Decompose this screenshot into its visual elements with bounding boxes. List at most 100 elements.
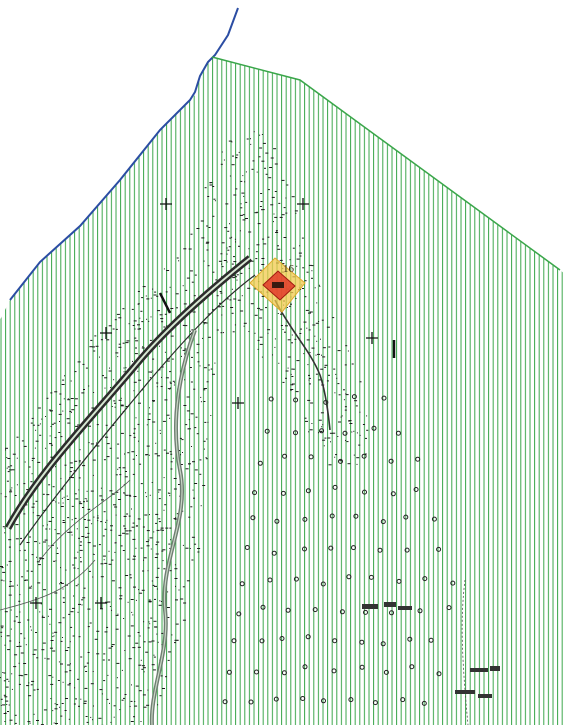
vegetation-dot-icon bbox=[187, 428, 189, 430]
vegetation-dot-icon bbox=[143, 641, 146, 643]
vegetation-dot-icon bbox=[169, 417, 171, 419]
vegetation-dot-icon bbox=[134, 555, 136, 557]
vegetation-dot-icon bbox=[163, 477, 165, 479]
vegetation-dot-icon bbox=[143, 559, 144, 561]
vegetation-dot-icon bbox=[188, 516, 191, 518]
vegetation-dot-icon bbox=[240, 203, 242, 205]
vegetation-dot-icon bbox=[112, 328, 115, 330]
vegetation-dot-icon bbox=[148, 454, 150, 456]
vegetation-dot-icon bbox=[23, 663, 27, 664]
vegetation-dot-icon bbox=[174, 642, 176, 644]
vegetation-dot-icon bbox=[335, 373, 337, 375]
vegetation-dot-icon bbox=[105, 436, 109, 438]
vegetation-dot-icon bbox=[149, 514, 150, 516]
vegetation-dot-icon bbox=[254, 212, 258, 214]
vegetation-dot-icon bbox=[210, 415, 212, 416]
vegetation-dot-icon bbox=[169, 495, 171, 497]
vegetation-dot-icon bbox=[186, 580, 190, 582]
vegetation-dot-icon bbox=[349, 423, 353, 424]
vegetation-dot-icon bbox=[73, 703, 76, 705]
circle-marker-icon bbox=[371, 425, 377, 431]
vegetation-dot-icon bbox=[243, 322, 247, 324]
vegetation-dot-icon bbox=[254, 332, 256, 334]
vegetation-dot-icon bbox=[353, 430, 355, 432]
vegetation-dot-icon bbox=[118, 499, 121, 500]
vegetation-dot-icon bbox=[83, 519, 86, 520]
vegetation-dot-icon bbox=[221, 242, 225, 244]
circle-marker-icon bbox=[351, 545, 356, 551]
vegetation-dot-icon bbox=[75, 498, 79, 500]
vegetation-dot-icon bbox=[203, 401, 206, 402]
vegetation-dot-icon bbox=[291, 334, 293, 336]
vegetation-dot-icon bbox=[23, 549, 26, 551]
vegetation-dot-icon bbox=[161, 376, 162, 378]
vegetation-dot-icon bbox=[180, 347, 182, 349]
vegetation-dot-icon bbox=[104, 631, 108, 633]
vegetation-dot-icon bbox=[85, 367, 88, 369]
vegetation-dot-icon bbox=[140, 310, 143, 312]
vegetation-dot-icon bbox=[241, 192, 245, 194]
vegetation-dot-icon bbox=[329, 432, 333, 434]
vegetation-dot-icon bbox=[125, 530, 129, 532]
vegetation-dot-icon bbox=[15, 616, 18, 618]
vegetation-dot-icon bbox=[322, 424, 324, 426]
vegetation-dot-icon bbox=[131, 526, 135, 528]
vegetation-dot-icon bbox=[324, 437, 327, 439]
vegetation-dot-icon bbox=[59, 706, 61, 708]
vegetation-dot-icon bbox=[345, 439, 346, 441]
vegetation-dot-icon bbox=[208, 369, 210, 371]
circle-marker-icon bbox=[329, 513, 335, 519]
vegetation-dot-icon bbox=[141, 321, 144, 323]
circle-marker-icon bbox=[396, 578, 402, 584]
vegetation-dot-icon bbox=[165, 676, 167, 678]
vegetation-dot-icon bbox=[281, 214, 285, 216]
vegetation-dot-icon bbox=[18, 683, 21, 685]
vegetation-dot-icon bbox=[274, 163, 278, 165]
vegetation-dot-icon bbox=[39, 423, 41, 425]
vegetation-dot-icon bbox=[238, 245, 240, 247]
vegetation-dot-icon bbox=[199, 459, 202, 461]
vegetation-dot-icon bbox=[348, 420, 352, 422]
vegetation-dot-icon bbox=[341, 415, 343, 417]
vegetation-dot-icon bbox=[81, 536, 85, 537]
vegetation-dot-icon bbox=[210, 368, 212, 370]
vegetation-dot-icon bbox=[145, 454, 149, 456]
vegetation-dot-icon bbox=[255, 258, 258, 260]
vegetation-dot-icon bbox=[236, 154, 239, 156]
vegetation-dot-icon bbox=[115, 514, 117, 516]
circle-marker-icon bbox=[285, 607, 291, 613]
vegetation-dot-icon bbox=[160, 318, 164, 320]
circle-marker-icon bbox=[332, 484, 338, 490]
circle-marker-icon bbox=[413, 487, 419, 492]
vegetation-dot-icon bbox=[161, 321, 164, 323]
vegetation-dot-icon bbox=[20, 652, 24, 654]
vegetation-dot-icon bbox=[281, 179, 285, 181]
cross-marker-icon bbox=[232, 397, 244, 409]
vegetation-dot-icon bbox=[157, 641, 159, 643]
vegetation-dot-icon bbox=[366, 429, 369, 431]
vegetation-dot-icon bbox=[5, 700, 9, 702]
vegetation-dot-icon bbox=[42, 642, 46, 644]
vegetation-dot-icon bbox=[77, 568, 79, 570]
vegetation-dot-icon bbox=[170, 539, 172, 541]
vegetation-dot-icon bbox=[286, 184, 289, 186]
vegetation-dot-icon bbox=[104, 377, 108, 379]
vegetation-dot-icon bbox=[109, 606, 111, 607]
vegetation-dot-icon bbox=[20, 537, 22, 539]
vegetation-dot-icon bbox=[62, 617, 65, 619]
vegetation-dot-icon bbox=[54, 708, 58, 710]
vegetation-dot-icon bbox=[235, 157, 238, 158]
vegetation-dot-icon bbox=[7, 458, 11, 459]
vegetation-dot-icon bbox=[116, 662, 120, 664]
vegetation-dot-icon bbox=[0, 705, 2, 706]
vegetation-dot-icon bbox=[101, 693, 103, 695]
vegetation-dot-icon bbox=[158, 518, 161, 520]
vegetation-dot-icon bbox=[149, 537, 153, 539]
vegetation-dot-icon bbox=[306, 271, 309, 273]
vegetation-dot-icon bbox=[110, 387, 111, 389]
vegetation-dot-icon bbox=[93, 516, 95, 518]
vegetation-dot-icon bbox=[78, 460, 81, 462]
vegetation-dot-icon bbox=[125, 575, 129, 576]
vegetation-dot-icon bbox=[161, 550, 164, 552]
vegetation-dot-icon bbox=[108, 647, 112, 649]
